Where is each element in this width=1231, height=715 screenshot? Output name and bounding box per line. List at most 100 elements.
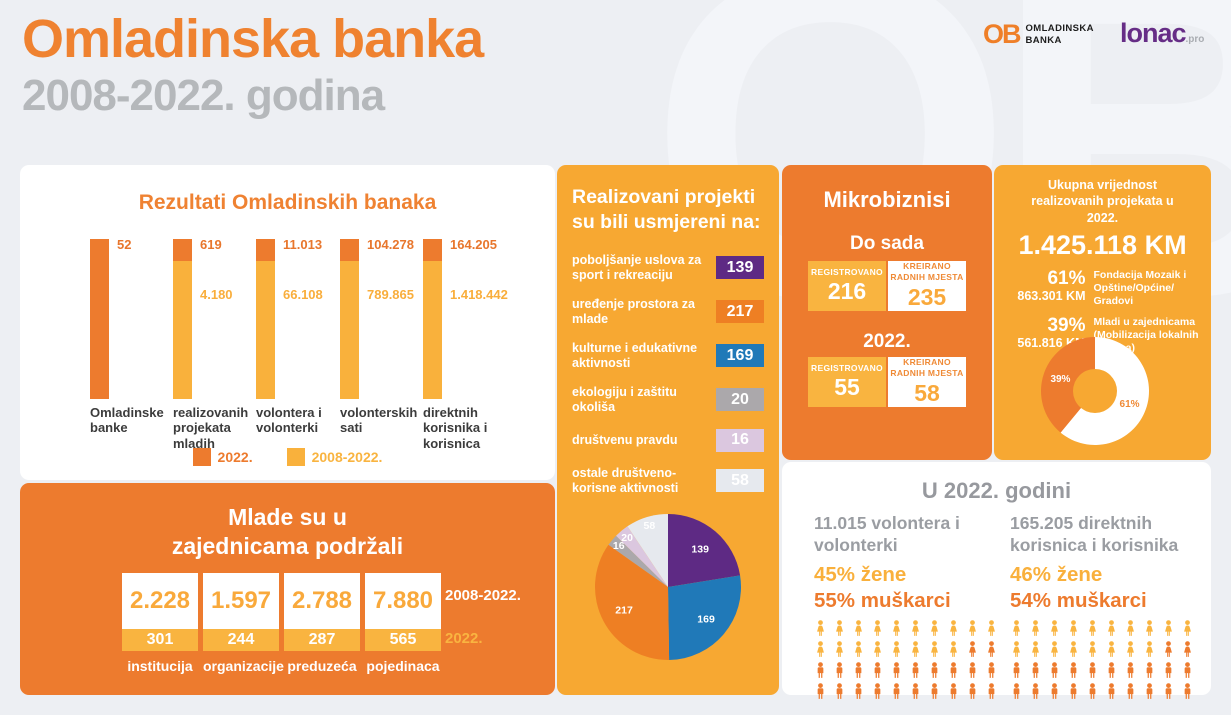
person-icon-female <box>1070 641 1077 658</box>
legend-label: 2008-2022. <box>311 449 383 465</box>
support-2022: 287 <box>284 629 360 651</box>
person-icon-female <box>1013 620 1020 637</box>
person-icon-male <box>1127 683 1134 700</box>
stacked-bar <box>173 239 192 399</box>
person-icon-female <box>1127 641 1134 658</box>
support-total: 2.228 <box>122 573 198 629</box>
registered-label: REGISTROVANO <box>811 266 883 277</box>
person-icon-female <box>1089 620 1096 637</box>
person-icon-male <box>1070 683 1077 700</box>
bar-category-label: volontera i volonterki <box>256 405 322 436</box>
person-icon-male <box>855 662 862 679</box>
person-icon-male <box>1089 683 1096 700</box>
registered-cell: REGISTROVANO 55 <box>808 357 886 407</box>
beneficiaries-group: 165.205 direktnih korisnica i korisnika … <box>1010 513 1196 702</box>
person-icon-male <box>1051 683 1058 700</box>
person-icon-female <box>1108 641 1115 658</box>
person-icon-female <box>1089 641 1096 658</box>
support-card-organizacije: 1.597 244 organizacije <box>203 573 284 674</box>
project-label: kulturne i edukativne aktivnosti <box>572 340 698 370</box>
person-icon-male <box>1051 662 1058 679</box>
people-pictograph-volunteers <box>814 620 1000 702</box>
registered-value: 55 <box>834 374 860 401</box>
omladinska-banka-logo: OB OMLADINSKA BANKA <box>983 19 1094 50</box>
bar-volonterskih-sati: 104.278 789.865 volonterskih sati <box>340 237 450 435</box>
funding-donut-chart: 61% 39% <box>1035 331 1155 451</box>
bar-category-label: realizovanih projekata mladih <box>173 405 249 451</box>
person-icon-female <box>1108 620 1115 637</box>
svg-text:61%: 61% <box>1120 399 1140 410</box>
svg-text:58: 58 <box>644 520 656 532</box>
person-icon-male <box>836 662 843 679</box>
bar-direktnih-korisnika: 164.205 1.418.442 direktnih korisnika i k… <box>423 237 533 451</box>
bar-value-2022: 11.013 <box>283 237 323 252</box>
project-row: ekologiju i zaštitu okoliša 20 <box>572 385 764 415</box>
funding-row: 61% 863.301 KM Fondacija Mozaik i Opštin… <box>994 268 1211 308</box>
funding-breakdown: 61% 863.301 KM Fondacija Mozaik i Opštin… <box>994 268 1211 356</box>
person-icon-female <box>950 641 957 658</box>
support-card-institucija: 2.228 301 institucija <box>122 573 198 674</box>
created-jobs-cell: KREIRANO RADNIH MJESTA 58 <box>888 357 966 407</box>
support-total: 7.880 <box>365 573 441 629</box>
person-icon-male <box>931 662 938 679</box>
female-percent: 46% žene <box>1010 563 1103 586</box>
page-title: Omladinska banka <box>22 9 484 69</box>
people-pictograph-beneficiaries <box>1010 620 1196 702</box>
bar-value-total: 4.180 <box>200 287 233 302</box>
legend-item-2022: 2022. <box>192 448 253 466</box>
person-icon-female <box>969 620 976 637</box>
project-row: ostale društveno-korisne aktivnosti 58 <box>572 466 764 496</box>
bar-value-total: 1.418.442 <box>450 287 508 302</box>
total-value-panel: Ukupna vrijednost realizovanih projekata… <box>994 165 1211 460</box>
person-icon-male <box>1165 662 1172 679</box>
person-icon-male <box>988 683 995 700</box>
svg-text:16: 16 <box>613 540 625 552</box>
header: Omladinska banka 2008-2022. godina <box>22 9 484 121</box>
bar-category-label: Omladinske banke <box>90 405 164 436</box>
mikrobiznisi-heading-2022: 2022. <box>863 331 911 352</box>
person-icon-female <box>1032 641 1039 658</box>
bar-category-label: volonterskih sati <box>340 405 418 436</box>
stacked-bar <box>423 239 442 399</box>
person-icon-male <box>912 662 919 679</box>
support-label: preduzeća <box>287 658 357 674</box>
person-icon-female <box>1184 620 1191 637</box>
person-icon-male <box>1032 662 1039 679</box>
support-title: Mlade su u zajednicama podržali <box>171 504 404 559</box>
registered-value: 216 <box>827 278 867 305</box>
mikrobiznisi-panel: Mikrobiznisi Do sada REGISTROVANO 216 KR… <box>782 165 992 460</box>
project-count-badge: 20 <box>716 388 764 412</box>
project-count-badge: 58 <box>716 469 764 493</box>
svg-text:39%: 39% <box>1050 374 1070 385</box>
person-icon-female <box>912 620 919 637</box>
person-icon-female <box>874 620 881 637</box>
year-2022-groups: 11.015 volontera i volonterki 45% žene 5… <box>782 513 1211 702</box>
ob-logo-text: OMLADINSKA BANKA <box>1025 23 1094 46</box>
person-icon-male <box>855 683 862 700</box>
person-icon-female <box>988 620 995 637</box>
person-icon-male <box>1165 683 1172 700</box>
support-total: 1.597 <box>203 573 279 629</box>
funding-percent: 39% <box>1047 315 1086 337</box>
funding-row: 39% 561.816 KM Mladi u zajednicama (Mobi… <box>994 316 1211 355</box>
person-icon-female <box>855 641 862 658</box>
projects-list: poboljšanje uslova za sport i rekreaciju… <box>572 253 764 496</box>
legend-label: 2022. <box>217 449 253 465</box>
person-icon-female <box>1032 620 1039 637</box>
legend-swatch-2022 <box>192 448 211 466</box>
project-label: ekologiju i zaštitu okoliša <box>572 384 677 414</box>
period-label-2022: 2022. <box>445 630 483 647</box>
project-count-badge: 16 <box>716 428 764 452</box>
svg-text:217: 217 <box>615 605 633 617</box>
person-icon-male <box>950 683 957 700</box>
person-icon-female <box>988 641 995 658</box>
person-icon-male <box>893 683 900 700</box>
person-icon-female <box>1146 620 1153 637</box>
male-percent: 55% muškarci <box>814 588 951 612</box>
person-icon-female <box>817 641 824 658</box>
lonac-logo: lonac.pro <box>1120 18 1205 48</box>
support-panel: Mlade su u zajednicama podržali 2.228 30… <box>20 483 555 695</box>
project-label: društvenu pravdu <box>572 432 678 447</box>
person-icon-male <box>1013 662 1020 679</box>
bar-value-2022: 619 <box>200 237 222 252</box>
